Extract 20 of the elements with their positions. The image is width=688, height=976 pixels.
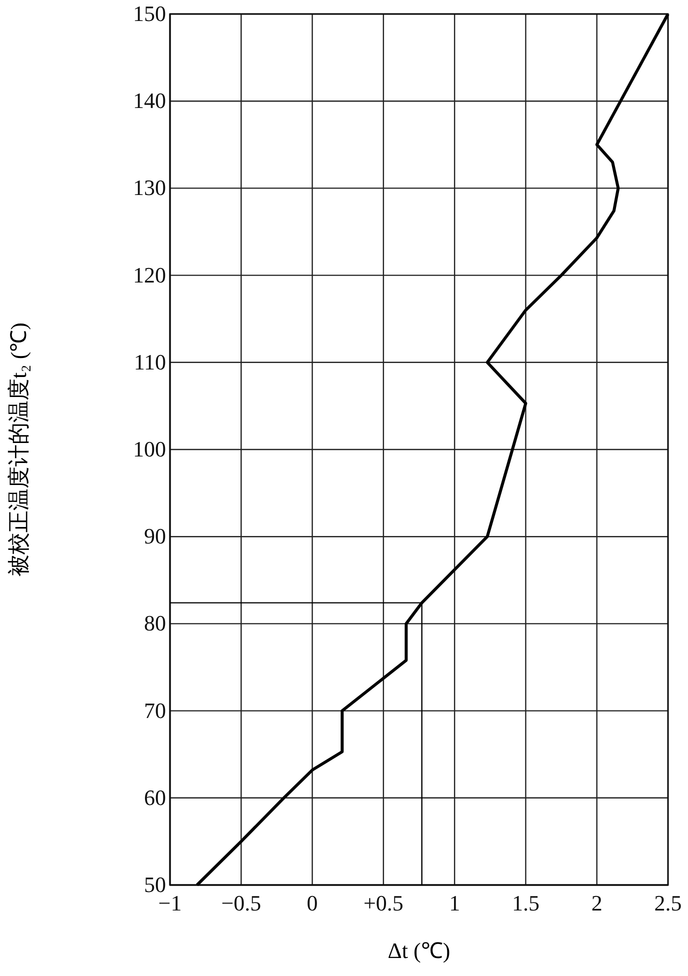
y-tick-label: 150 bbox=[133, 1, 166, 26]
y-tick-label: 80 bbox=[144, 610, 166, 636]
y-tick-label: 140 bbox=[133, 88, 166, 114]
y-tick-label: 130 bbox=[133, 175, 166, 200]
y-axis-title: 被校正温度计的温度t₂ (℃) bbox=[6, 322, 31, 576]
x-tick-label: −0.5 bbox=[221, 890, 262, 916]
x-axis-title: Δt (℃) bbox=[388, 938, 450, 963]
x-tick-label: 0 bbox=[306, 890, 318, 916]
y-tick-label: 70 bbox=[144, 698, 166, 723]
y-tick-label: 90 bbox=[144, 524, 166, 549]
x-tick-label: +0.5 bbox=[363, 890, 404, 916]
x-tick-label: 1.5 bbox=[512, 890, 540, 916]
x-tick-label: 1 bbox=[449, 890, 460, 916]
y-tick-label: 110 bbox=[134, 349, 166, 374]
y-tick-label: 60 bbox=[144, 784, 166, 810]
y-tick-label: 50 bbox=[144, 872, 166, 898]
x-tick-label: 2 bbox=[591, 890, 602, 916]
y-tick-label: 120 bbox=[133, 262, 166, 288]
y-tick-label: 100 bbox=[133, 436, 166, 462]
x-tick-label: 2.5 bbox=[654, 890, 682, 916]
